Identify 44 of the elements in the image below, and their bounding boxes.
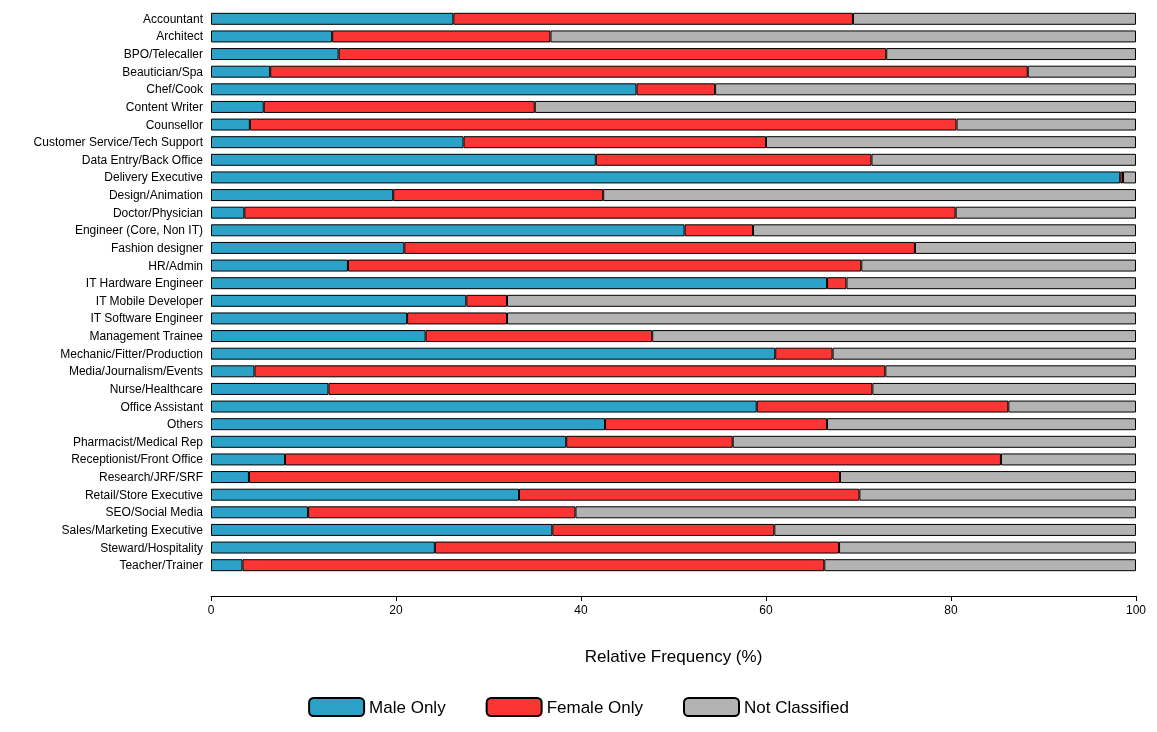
y-tick-label: Fashion designer xyxy=(110,240,203,255)
y-tick-label: Content Writer xyxy=(125,99,203,114)
y-tick-label: Customer Service/Tech Support xyxy=(33,135,204,150)
y-tick-label: Media/Journalism/Events xyxy=(68,364,203,379)
y-tick-label: Sales/Marketing Executive xyxy=(61,522,204,537)
y-tick-label: IT Mobile Developer xyxy=(95,293,203,308)
x-tick-label: 40 xyxy=(574,603,588,617)
y-tick-label: Nurse/Healthcare xyxy=(109,381,204,396)
y-tick-label: Counsellor xyxy=(145,117,203,132)
y-tick-label: Accountant xyxy=(142,11,204,26)
legend-label: Female Only xyxy=(546,697,644,717)
y-tick-label: IT Hardware Engineer xyxy=(85,276,203,291)
y-tick-label: Design/Animation xyxy=(108,188,203,203)
bar xyxy=(1123,171,1136,184)
legend-label: Male Only xyxy=(369,697,447,717)
bar xyxy=(211,171,1121,184)
y-tick-label: Pharmacist/Medical Rep xyxy=(72,434,204,449)
y-tick-label: Engineer (Core, Non IT) xyxy=(74,223,203,238)
y-tick-label: Delivery Executive xyxy=(104,170,204,185)
x-tick-label: 100 xyxy=(1125,603,1147,617)
y-tick-label: Mechanic/Fitter/Production xyxy=(60,346,203,361)
y-tick-label: Office Assistant xyxy=(120,399,204,414)
y-tick-label: BPO/Telecaller xyxy=(123,47,203,62)
y-tick-label: Steward/Hospitality xyxy=(100,540,203,555)
y-tick-label: Chef/Cook xyxy=(146,82,204,97)
y-tick-label: Research/JRF/SRF xyxy=(98,470,203,485)
y-tick-label: Receptionist/Front Office xyxy=(71,452,204,467)
y-tick-label: Retail/Store Executive xyxy=(84,487,204,502)
y-tick-label: Doctor/Physician xyxy=(112,205,203,220)
y-tick-label: Data Entry/Back Office xyxy=(81,152,204,167)
y-tick-label: Beautician/Spa xyxy=(122,64,204,79)
x-tick-label: 20 xyxy=(389,603,403,617)
y-tick-label: IT Software Engineer xyxy=(90,311,203,326)
y-tick-label: SEO/Social Media xyxy=(105,505,204,520)
legend-label: Not Classified xyxy=(744,697,849,717)
y-tick-label: Architect xyxy=(156,29,204,44)
y-tick-label: Others xyxy=(166,417,203,432)
x-tick-label: 60 xyxy=(759,603,773,617)
y-tick-label: Management Trainee xyxy=(89,329,204,344)
x-axis-title: Relative Frequency (%) xyxy=(584,647,763,666)
x-tick-label: 80 xyxy=(944,603,958,617)
x-tick-label: 0 xyxy=(207,603,215,617)
y-tick-label: Teacher/Trainer xyxy=(119,558,203,573)
y-tick-label: HR/Admin xyxy=(148,258,203,273)
